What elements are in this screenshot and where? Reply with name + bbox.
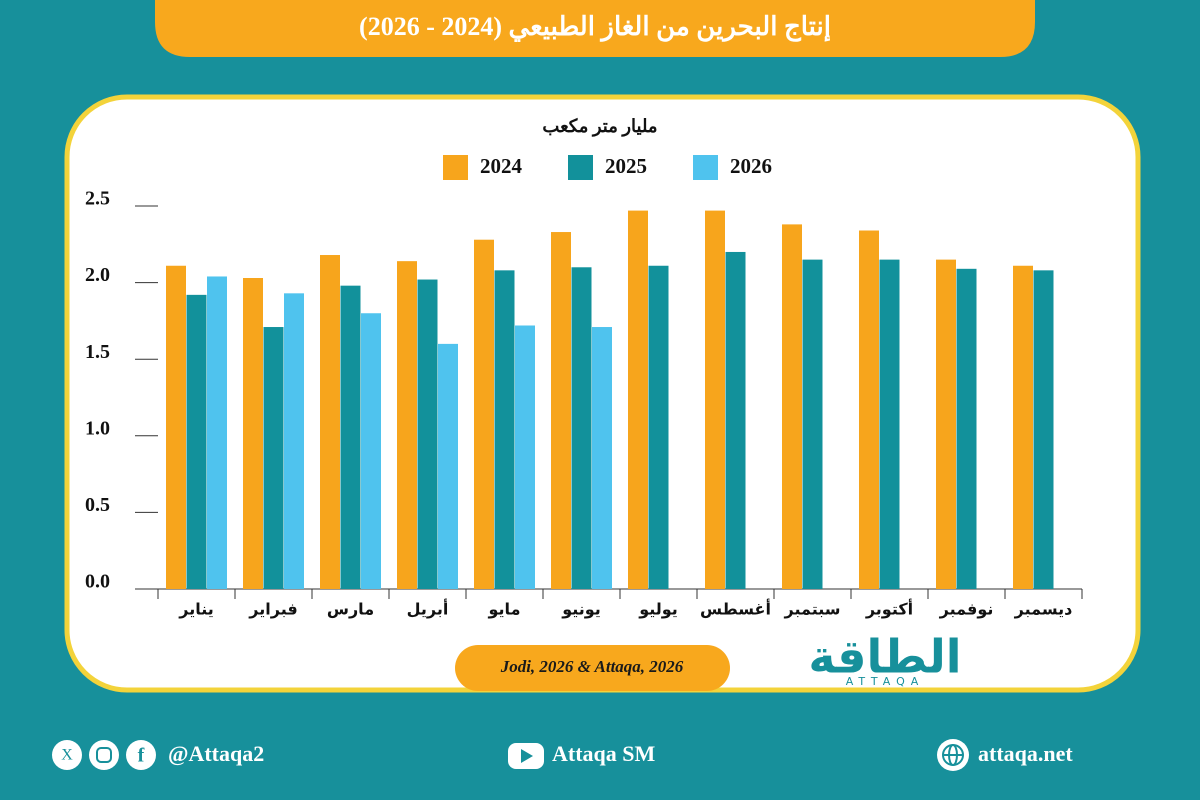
bar: [263, 327, 284, 589]
x-tick-label: فبراير: [248, 600, 297, 619]
svg-text:X: X: [61, 747, 73, 764]
bar: [936, 259, 956, 589]
bar: [592, 327, 612, 589]
x-tick-label: يونيو: [561, 600, 601, 619]
youtube-handle: Attaqa SM: [552, 741, 656, 766]
legend-swatch: [443, 155, 468, 180]
bar: [551, 232, 571, 589]
svg-text:f: f: [138, 745, 145, 767]
y-tick-label: 1.5: [85, 341, 110, 363]
bar: [417, 279, 438, 589]
x-tick-label: يناير: [178, 600, 214, 619]
legend-label: 2024: [480, 154, 523, 178]
bar: [628, 210, 648, 589]
bar: [340, 285, 361, 589]
title-banner: [155, 0, 1035, 57]
bar: [782, 224, 802, 589]
website: attaqa.net: [978, 741, 1073, 766]
bar: [186, 294, 207, 589]
bar: [494, 270, 515, 589]
x-tick-label: يوليو: [638, 600, 678, 619]
x-tick-label: أبريل: [407, 599, 449, 619]
bar: [1033, 270, 1054, 589]
web-icon: [937, 739, 969, 771]
bar: [859, 230, 879, 589]
bar: [515, 325, 535, 589]
x-tick-label: أكتوبر: [865, 599, 913, 619]
y-tick-label: 1.0: [85, 417, 110, 439]
bar: [705, 210, 725, 589]
chart-title: إنتاج البحرين من الغاز الطبيعي (2024 - 2…: [359, 12, 831, 42]
y-tick-label: 0.5: [85, 494, 110, 516]
social-icons: X f: [52, 740, 156, 770]
logo-sub: ATTAQA: [846, 675, 925, 688]
logo: الطاقة: [808, 630, 961, 684]
bar: [725, 251, 746, 589]
bar: [956, 268, 977, 589]
bar: [320, 255, 340, 590]
x-tick-label: مارس: [327, 600, 374, 619]
bar: [1013, 265, 1033, 589]
bar: [879, 259, 900, 589]
bar: [207, 276, 227, 589]
y-tick-label: 2.5: [85, 188, 110, 210]
youtube-icon: [508, 743, 544, 769]
bar: [648, 265, 669, 589]
bar: [243, 278, 263, 589]
bar: [802, 259, 823, 589]
legend-label: 2025: [605, 154, 647, 178]
y-axis-label: مليار متر مكعب: [542, 116, 657, 137]
social-handle: @Attaqa2: [168, 741, 264, 766]
x-tick-label: مايو: [488, 600, 521, 619]
y-tick-label: 0.0: [85, 571, 110, 593]
y-tick-label: 2.0: [85, 264, 110, 286]
source: Jodi, 2026 & Attaqa, 2026: [500, 657, 684, 676]
bar: [438, 343, 458, 589]
bar: [166, 265, 186, 589]
legend-swatch: [693, 155, 718, 180]
bar: [397, 261, 417, 589]
x-tick-label: أغسطس: [700, 599, 771, 619]
legend-label: 2026: [730, 154, 772, 178]
x-tick-label: ديسمبر: [1014, 600, 1073, 619]
bar: [571, 267, 592, 589]
bar: [284, 293, 304, 589]
bar: [474, 239, 494, 590]
bar: [361, 313, 381, 589]
x-tick-label: نوفمبر: [939, 600, 994, 619]
x-tick-label: سبتمبر: [783, 600, 840, 619]
source-pill: [455, 645, 730, 691]
legend-swatch: [568, 155, 593, 180]
